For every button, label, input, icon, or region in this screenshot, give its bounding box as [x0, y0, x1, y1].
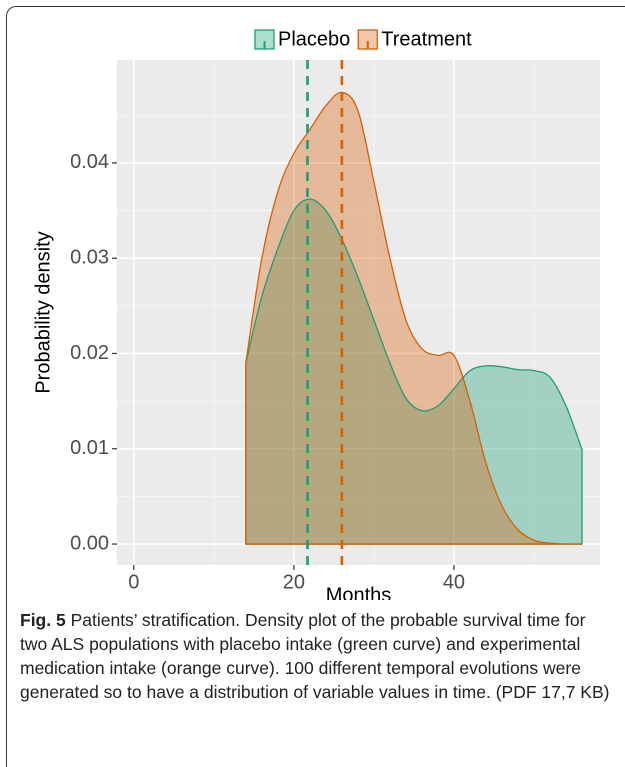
y-tick-label: 0.03	[70, 246, 109, 268]
legend-label: Placebo	[278, 28, 350, 50]
x-tick-label: 40	[443, 571, 465, 593]
x-tick-label: 0	[128, 571, 139, 593]
y-tick-label: 0.01	[70, 437, 109, 459]
chart: 0 20 40 0.00 0.01 0.02 0.03 0.04 Months Probabili…	[32, 28, 600, 600]
y-tick-label: 0.04	[70, 151, 109, 173]
y-tick-label: 0.02	[70, 342, 109, 364]
caption-text: Patients’ stratification. Density plot o…	[20, 610, 610, 702]
legend-label: Treatment	[381, 28, 472, 50]
caption-label: Fig. 5	[20, 610, 66, 630]
density-line	[245, 91, 582, 545]
density-area	[245, 199, 582, 545]
y-tick-label: 0.00	[70, 532, 109, 554]
x-axis-label: Months	[326, 584, 392, 600]
caption: Fig. 5 Patients’ stratification. Density…	[20, 608, 610, 704]
density-line	[245, 198, 583, 545]
y-axis-label: Probability density	[32, 231, 54, 393]
x-tick-label: 20	[283, 571, 305, 593]
plot-panel	[117, 60, 600, 565]
figure-card	[6, 6, 625, 767]
density-area	[245, 92, 582, 545]
